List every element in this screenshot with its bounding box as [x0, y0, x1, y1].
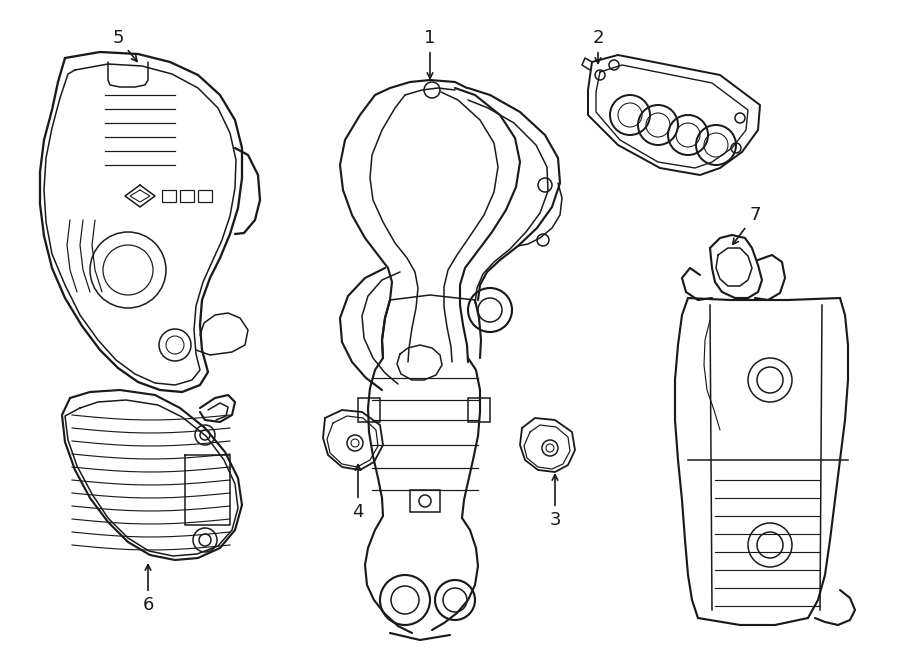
Text: 3: 3 [549, 475, 561, 529]
Text: 6: 6 [142, 564, 154, 614]
Text: 5: 5 [112, 29, 137, 61]
Text: 4: 4 [352, 465, 364, 521]
Text: 1: 1 [424, 29, 436, 79]
Text: 7: 7 [733, 206, 760, 245]
Text: 2: 2 [592, 29, 604, 63]
